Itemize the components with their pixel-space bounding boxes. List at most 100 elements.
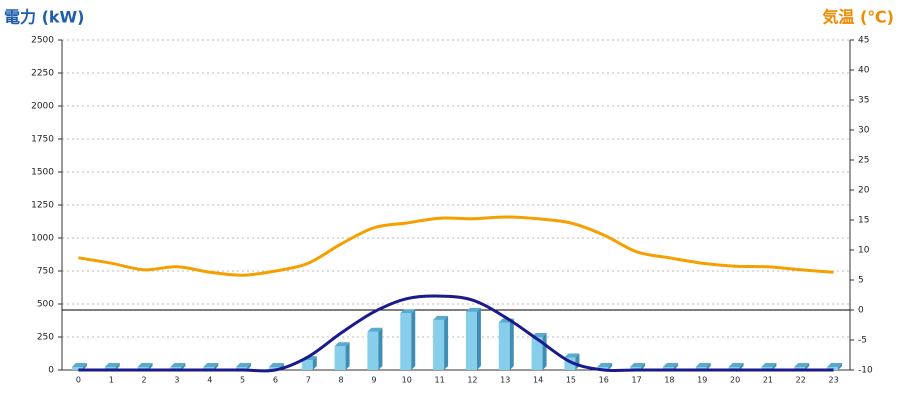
y2-tick-label: -10 <box>858 366 873 376</box>
bar-side <box>247 363 252 370</box>
bar-front <box>268 367 280 370</box>
y-tick-label: 2250 <box>31 69 54 79</box>
bar-top <box>794 363 810 367</box>
x-tick-label: 9 <box>371 376 376 385</box>
y-tick-label: 1000 <box>31 234 54 244</box>
bar-side <box>805 363 810 370</box>
bar-top <box>662 363 678 367</box>
y-tick-label: 1500 <box>31 168 54 178</box>
bar <box>334 342 350 370</box>
bar <box>630 363 646 370</box>
bar-side <box>411 309 416 370</box>
bar <box>400 309 416 370</box>
bar-side <box>181 363 186 370</box>
bar-side <box>148 363 153 370</box>
bar-side <box>444 315 449 370</box>
bar-top <box>761 363 777 367</box>
bar-side <box>706 363 711 370</box>
bar <box>433 315 449 370</box>
x-tick-label: 1 <box>109 376 114 385</box>
x-tick-label: 21 <box>763 376 773 385</box>
bar-top <box>334 342 350 347</box>
x-tick-label: 15 <box>566 376 576 385</box>
line <box>78 215 834 277</box>
x-tick-label: 12 <box>467 376 477 385</box>
bar-top <box>170 363 186 367</box>
x-tick-label: 3 <box>174 376 179 385</box>
bar-top <box>268 363 284 367</box>
bar-side <box>739 363 744 370</box>
x-tick-label: 20 <box>730 376 740 385</box>
bar <box>71 363 87 370</box>
bar-front <box>498 322 510 370</box>
x-tick-label: 22 <box>796 376 806 385</box>
y-tick-label: 1250 <box>31 201 54 211</box>
bar-side <box>115 363 120 370</box>
bar-side <box>509 318 514 370</box>
bar-top <box>728 363 744 367</box>
x-tick-label: 0 <box>76 376 81 385</box>
y2-tick-label: 25 <box>858 156 869 166</box>
x-tick-label: 23 <box>828 376 838 385</box>
y2-tick-label: 20 <box>858 186 870 196</box>
x-tick-label: 17 <box>631 376 641 385</box>
x-tick-label: 5 <box>240 376 245 385</box>
x-tick-label: 11 <box>434 376 444 385</box>
bar-top <box>630 363 646 367</box>
bar-front <box>564 357 576 370</box>
bar-top <box>71 363 87 367</box>
x-tick-label: 16 <box>599 376 609 385</box>
bar-side <box>673 363 678 370</box>
bar-front <box>71 367 83 370</box>
bar-top <box>203 363 219 367</box>
bar-top <box>827 363 843 367</box>
bar <box>367 327 383 370</box>
bar-front <box>334 346 346 370</box>
bar-top <box>695 363 711 367</box>
bar-top <box>597 363 613 367</box>
bar-side <box>772 363 777 370</box>
y2-tick-label: 5 <box>858 276 864 286</box>
bar-front <box>465 311 477 370</box>
bar-top <box>104 363 120 367</box>
bar-top <box>236 363 252 367</box>
y2-tick-label: 35 <box>858 96 869 106</box>
bar-front <box>400 313 412 370</box>
bar-top <box>367 327 383 332</box>
bar-side <box>312 356 317 370</box>
y2-tick-label: 40 <box>858 66 870 76</box>
y2-tick-label: 45 <box>858 36 869 46</box>
x-tick-label: 6 <box>273 376 278 385</box>
bar-side <box>476 307 481 370</box>
x-tick-label: 14 <box>533 376 543 385</box>
bar-top <box>137 363 153 367</box>
y-tick-label: 2000 <box>31 102 54 112</box>
x-tick-label: 8 <box>339 376 344 385</box>
y2-tick-label: 30 <box>858 126 870 136</box>
bar-top <box>564 353 580 358</box>
line <box>78 294 834 373</box>
bar-top <box>433 315 449 320</box>
y2-tick-label: 0 <box>858 306 864 316</box>
x-tick-label: 19 <box>697 376 707 385</box>
bar-front <box>531 337 543 370</box>
y-tick-label: 0 <box>48 366 54 376</box>
bar-side <box>378 327 383 370</box>
bar-front <box>301 360 313 370</box>
bar-top <box>465 307 481 312</box>
bar-top <box>400 309 416 314</box>
x-tick-label: 13 <box>500 376 510 385</box>
y2-tick-label: 15 <box>858 216 869 226</box>
x-tick-label: 7 <box>306 376 311 385</box>
x-tick-label: 2 <box>142 376 147 385</box>
x-tick-label: 4 <box>207 376 212 385</box>
y-tick-label: 2500 <box>31 36 54 46</box>
bar-side <box>345 342 350 370</box>
y-tick-label: 500 <box>37 300 54 310</box>
bar-side <box>838 363 843 370</box>
y2-tick-label: 10 <box>858 246 870 256</box>
x-tick-label: 10 <box>402 376 412 385</box>
bar-side <box>608 363 613 370</box>
bar-front <box>367 331 379 370</box>
